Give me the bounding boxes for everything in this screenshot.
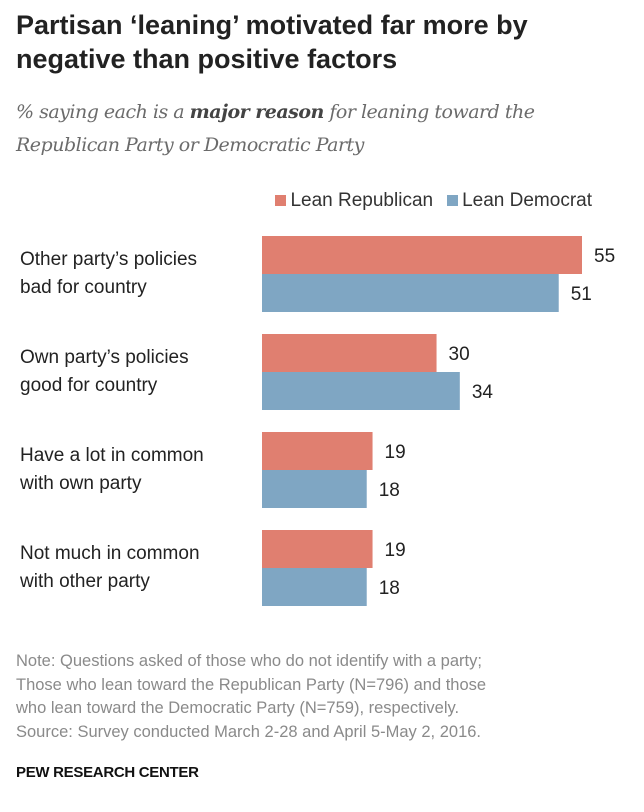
subtitle-emphasis: major reason	[189, 101, 325, 123]
subtitle-part: for leaning toward the Republican Party …	[16, 101, 535, 156]
legend-swatch	[275, 195, 287, 207]
category-label-line: good for country	[20, 375, 158, 396]
data-label: 18	[379, 578, 400, 599]
category-label-line: Have a lot in common	[20, 445, 204, 466]
bar-republican	[262, 432, 373, 470]
subtitle-part: % saying each is a	[16, 101, 190, 123]
category-label-line: Own party’s policies	[20, 347, 189, 368]
note-line: Note: Questions asked of those who do no…	[16, 652, 482, 670]
data-label: 51	[571, 284, 592, 305]
category-label-line: bad for country	[20, 277, 147, 298]
category-label: Have a lot in common with own party	[20, 442, 250, 498]
category-label-line: with other party	[20, 571, 150, 592]
source-line: Source: Survey conducted March 2-28 and …	[16, 722, 482, 741]
data-label: 19	[385, 540, 406, 561]
chart-subtitle: % saying each is a major reason for lean…	[16, 96, 636, 162]
data-label: 19	[385, 442, 406, 463]
note-line: who lean toward the Democratic Party (N=…	[16, 699, 460, 717]
category-label: Not much in common with other party	[20, 540, 250, 596]
category-label: Own party’s policies good for country	[20, 344, 250, 400]
bar-republican	[262, 530, 373, 568]
category-label: Other party’s policies bad for country	[20, 246, 250, 302]
category-label-line: with own party	[20, 473, 142, 494]
chart-note: Note: Questions asked of those who do no…	[16, 650, 636, 744]
category-label-line: Not much in common	[20, 543, 200, 564]
legend-item-republican: Lean Republican	[275, 190, 433, 212]
bar-republican	[262, 236, 582, 274]
bar-democrat	[262, 470, 367, 508]
legend: Lean Republican Lean Democrat	[275, 190, 592, 212]
bar-democrat	[262, 568, 367, 606]
data-label: 30	[449, 344, 470, 365]
brand-logo-text: PEW RESEARCH CENTER	[16, 764, 199, 781]
legend-item-democrat: Lean Democrat	[447, 190, 592, 212]
bar-democrat	[262, 274, 559, 312]
note-line: Those who lean toward the Republican Par…	[16, 675, 487, 694]
chart-title: Partisan ‘leaning’ motivated far more by…	[16, 10, 528, 74]
legend-label: Lean Democrat	[462, 190, 592, 211]
category-label-line: Other party’s policies	[20, 249, 198, 270]
data-label: 55	[594, 246, 615, 267]
data-label: 34	[472, 382, 494, 403]
legend-label: Lean Republican	[290, 190, 434, 211]
bar-republican	[262, 334, 437, 372]
bar-democrat	[262, 372, 460, 410]
legend-swatch	[447, 195, 459, 207]
data-label: 18	[379, 480, 400, 501]
